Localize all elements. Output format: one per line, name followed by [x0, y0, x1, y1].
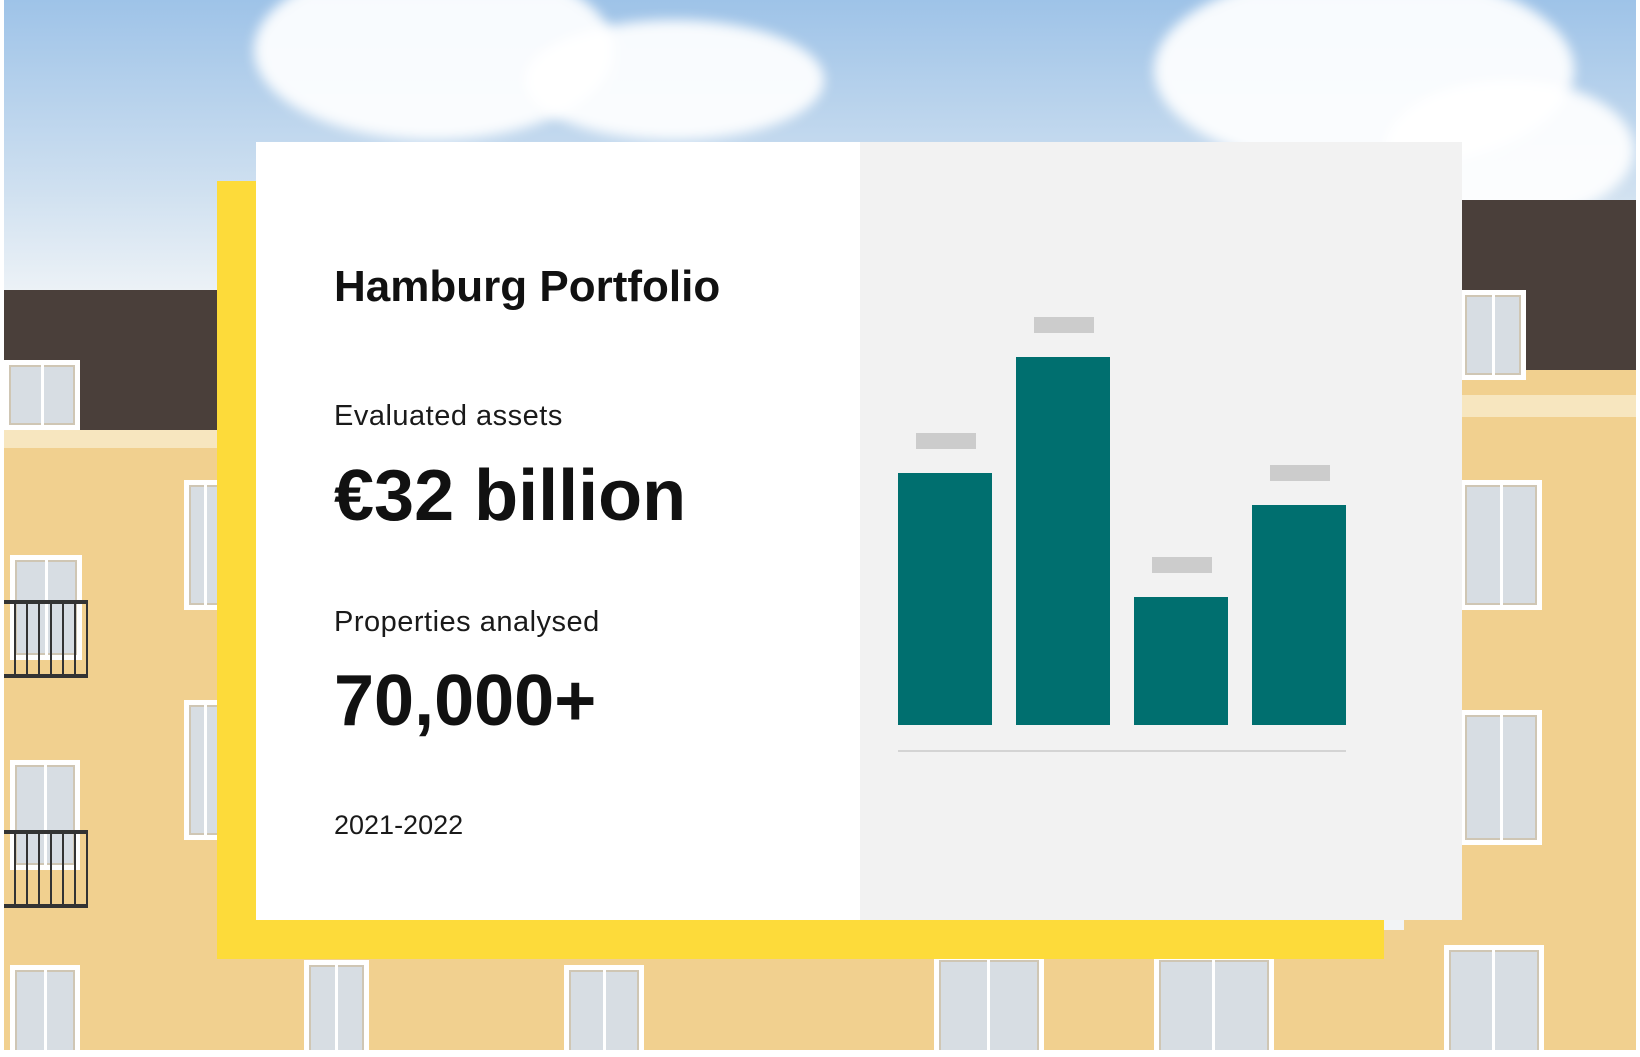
- cornice-left: [4, 430, 244, 448]
- dormer-window: [1460, 290, 1526, 380]
- evaluated-assets-value: €32 billion: [334, 456, 687, 536]
- window: [1460, 480, 1542, 610]
- bar: [898, 473, 992, 725]
- bar-value-placeholder: [1034, 317, 1094, 333]
- bar-value-placeholder: [916, 433, 976, 449]
- bar: [1134, 597, 1228, 725]
- window: [10, 965, 80, 1050]
- bar: [1016, 357, 1110, 725]
- window: [1460, 710, 1542, 845]
- evaluated-assets-label: Evaluated assets: [334, 400, 563, 432]
- cornice-right: [1404, 395, 1636, 417]
- window: [564, 965, 644, 1050]
- window: [934, 955, 1044, 1050]
- window: [304, 960, 369, 1050]
- window: [1154, 955, 1274, 1050]
- cloud: [524, 20, 824, 140]
- bar: [1252, 505, 1346, 725]
- skylight-window: [4, 360, 80, 430]
- properties-analysed-value: 70,000+: [334, 661, 597, 741]
- balcony-railing: [4, 600, 88, 678]
- bar-chart: [898, 317, 1346, 752]
- bar-value-placeholder: [1152, 557, 1212, 573]
- window: [1444, 945, 1544, 1050]
- portfolio-title: Hamburg Portfolio: [334, 262, 721, 311]
- info-card: [256, 142, 860, 920]
- properties-analysed-label: Properties analysed: [334, 606, 600, 638]
- period-label: 2021-2022: [334, 810, 464, 840]
- bar-value-placeholder: [1270, 465, 1330, 481]
- balcony-railing: [4, 830, 88, 908]
